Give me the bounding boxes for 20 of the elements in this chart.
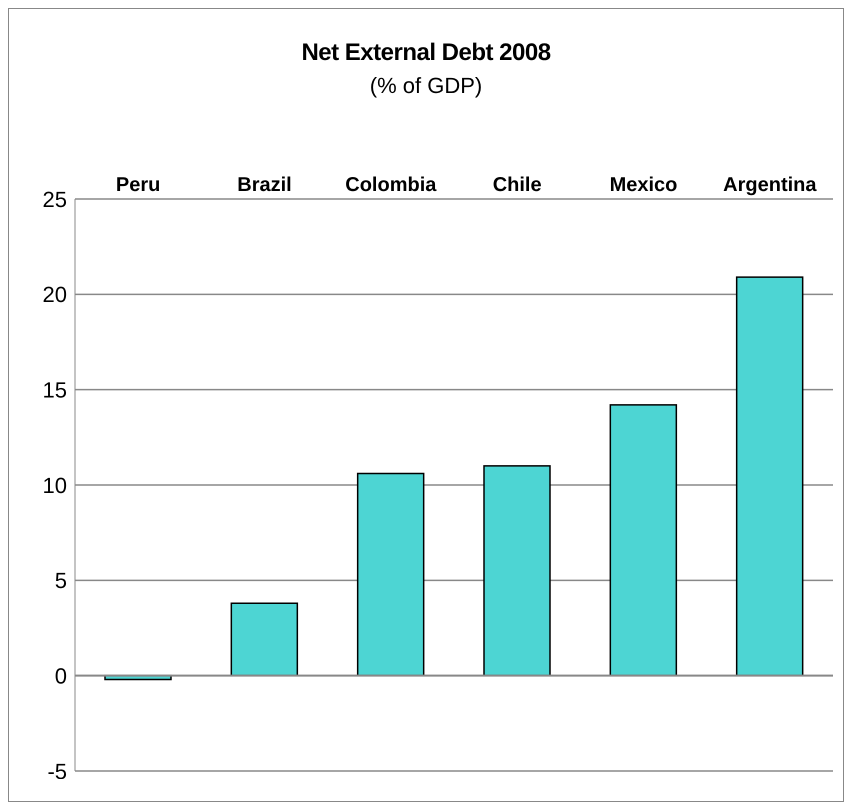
y-tick-label: -5 <box>47 758 67 784</box>
x-tick-label: Peru <box>116 174 160 196</box>
y-tick-label: 5 <box>54 568 67 594</box>
chart-title: Net External Debt 2008 <box>300 38 552 67</box>
bar <box>736 276 804 676</box>
y-tick-label: 15 <box>42 377 67 402</box>
bar <box>230 602 298 676</box>
x-tick-label: Argentina <box>723 174 818 196</box>
x-tick-label: Colombia <box>345 174 438 196</box>
bar <box>483 465 551 676</box>
x-tick-label: Chile <box>492 174 542 196</box>
y-tick-label: 25 <box>42 186 67 212</box>
y-tick-label: 10 <box>42 472 67 498</box>
chart-subtitle: (% of GDP) <box>368 72 484 99</box>
y-tick-label: 20 <box>42 282 67 308</box>
bar <box>356 472 424 676</box>
bar <box>610 404 678 676</box>
x-tick-label: Mexico <box>610 174 678 196</box>
y-tick-label: 0 <box>54 663 67 688</box>
x-tick-label: Brazil <box>237 174 292 196</box>
